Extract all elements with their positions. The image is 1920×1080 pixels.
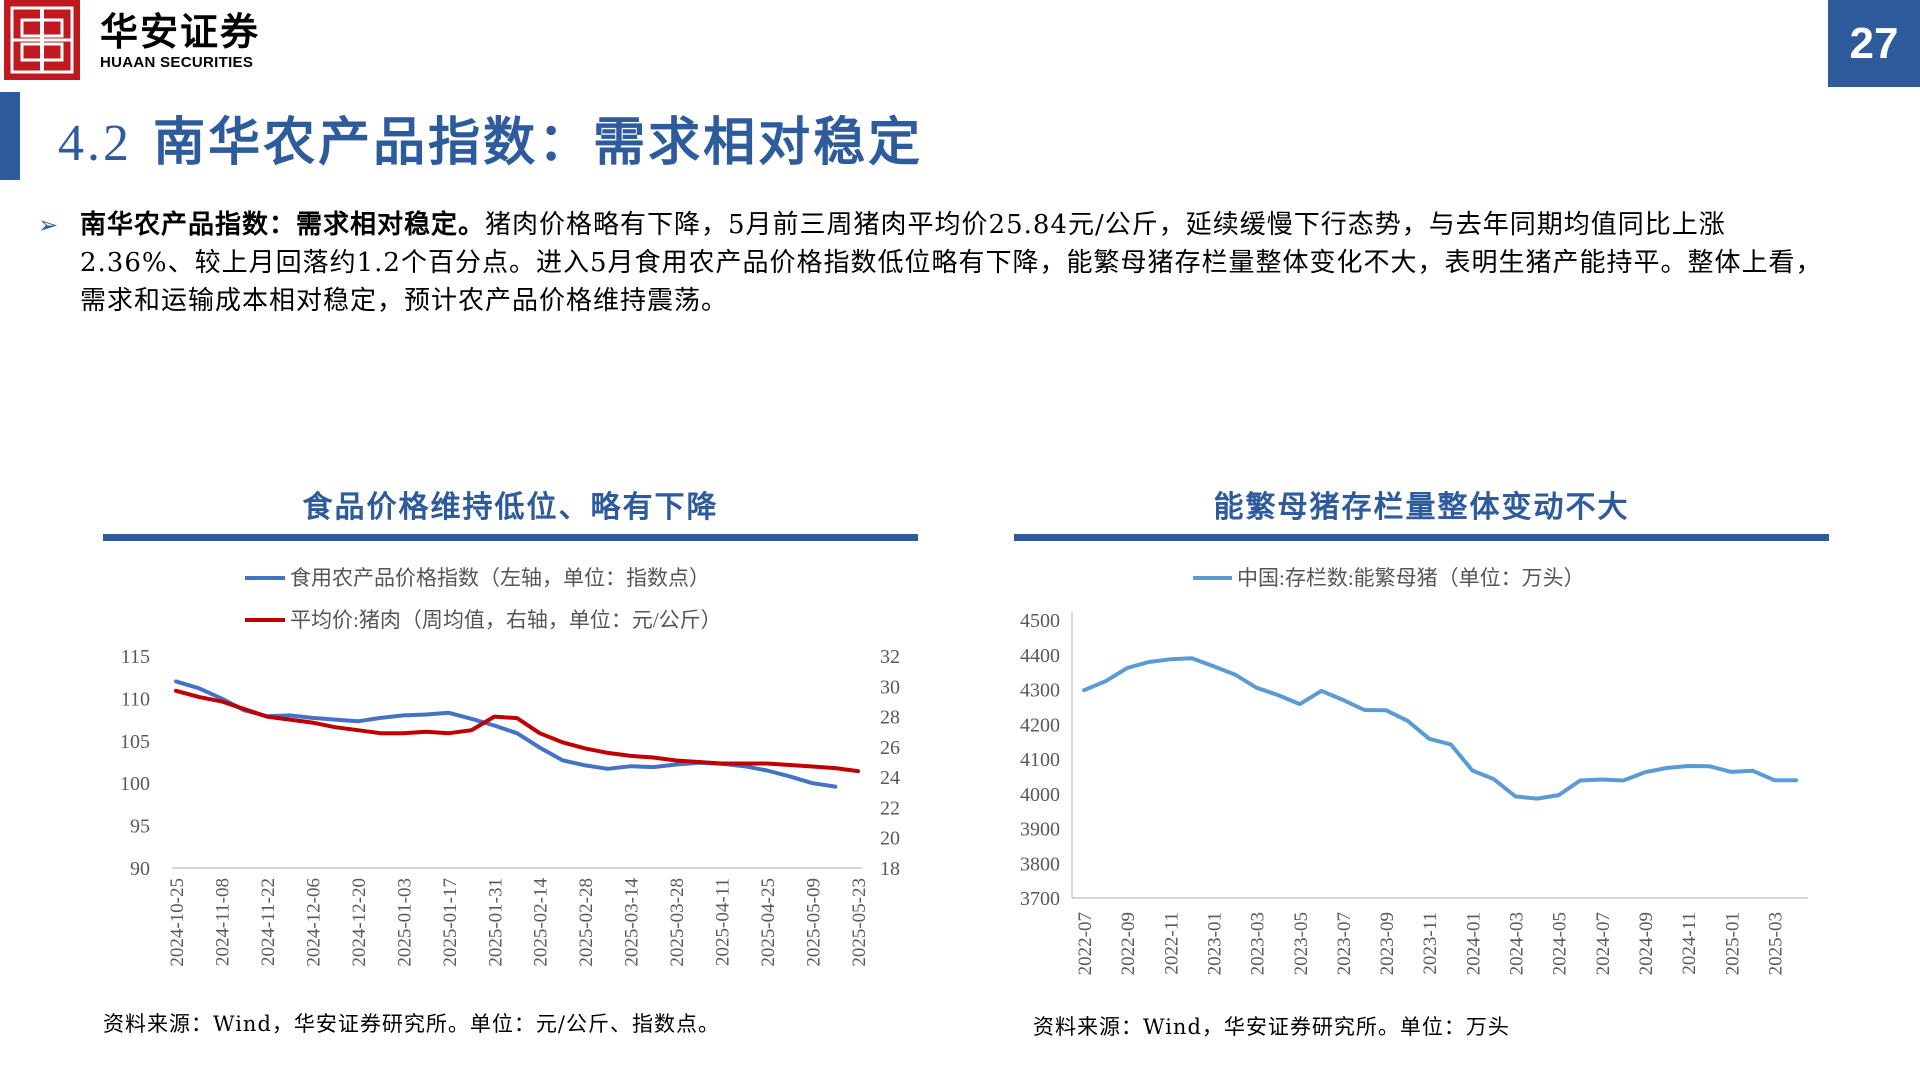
right-chart-rule bbox=[1014, 534, 1829, 541]
x-tick-label: 2024-12-06 bbox=[303, 878, 324, 967]
right-chart-source: 资料来源：Wind，华安证券研究所。单位：万头 bbox=[1033, 1015, 1510, 1039]
x-tick-label: 2024-11-22 bbox=[258, 878, 279, 966]
y-right-tick-label: 32 bbox=[880, 646, 900, 668]
y-right-tick-label: 30 bbox=[880, 676, 900, 698]
y-tick-label: 4500 bbox=[1020, 610, 1060, 632]
x-tick-label: 2025-01-03 bbox=[394, 878, 415, 967]
x-tick-label: 2023-11 bbox=[1420, 912, 1441, 975]
title-text: 南华农产品指数：需求相对稳定 bbox=[153, 112, 924, 173]
series-line-1 bbox=[174, 679, 838, 789]
y-right-tick-label: 18 bbox=[880, 858, 900, 880]
x-tick-label: 2024-03 bbox=[1507, 912, 1528, 975]
x-tick-label: 2025-04-25 bbox=[758, 878, 779, 967]
bullet-bold: 南华农产品指数：需求相对稳定。 bbox=[80, 210, 486, 240]
title-accent-bar bbox=[0, 92, 20, 180]
sow-inventory-chart: 中国:存栏数:能繁母猪（单位：万头） 3700 3800 3900 4000 4100 42… bbox=[1020, 566, 1808, 975]
bullet-body: 猪肉价格略有下降，5月前三周猪肉平均价25.84元/公斤，延续缓慢下行态势，与去… bbox=[80, 210, 1823, 316]
logo-emblem-icon bbox=[10, 6, 74, 74]
x-tick-label: 2025-03 bbox=[1765, 912, 1786, 975]
bullet-arrow-icon: ➢ bbox=[38, 211, 59, 239]
y-left-tick-label: 105 bbox=[120, 731, 150, 753]
x-tick-label: 2023-01 bbox=[1204, 912, 1225, 975]
company-logo: 华安证券 HUAAN SECURITIES bbox=[100, 9, 261, 72]
y-right-tick-label: 24 bbox=[880, 767, 900, 789]
y-left-tick-label: 95 bbox=[130, 816, 150, 838]
series-line-2 bbox=[174, 688, 860, 774]
x-tick-label: 2024-05 bbox=[1550, 912, 1571, 975]
x-tick-label: 2023-09 bbox=[1377, 912, 1398, 975]
y-left-tick-label: 90 bbox=[130, 858, 150, 880]
x-tick-label: 2025-05-23 bbox=[849, 878, 870, 967]
x-tick-label: 2025-01-17 bbox=[440, 878, 461, 967]
y-right-tick-label: 22 bbox=[880, 797, 900, 819]
legend-label-1: 中国:存栏数:能繁母猪（单位：万头） bbox=[1237, 566, 1585, 590]
y-tick-label: 4300 bbox=[1020, 680, 1060, 702]
logo-en-text: HUAAN SECURITIES bbox=[100, 54, 254, 71]
left-chart-source: 资料来源：Wind，华安证券研究所。单位：元/公斤、指数点。 bbox=[103, 1012, 720, 1036]
x-tick-label: 2025-03-28 bbox=[667, 878, 688, 967]
y-left-tick-label: 110 bbox=[121, 688, 150, 710]
title-number: 4.2 bbox=[58, 115, 132, 172]
x-tick-label: 2025-03-14 bbox=[622, 878, 643, 967]
page-number: 27 bbox=[1828, 0, 1920, 87]
y-left-tick-label: 115 bbox=[121, 646, 150, 668]
y-tick-label: 4400 bbox=[1020, 645, 1060, 667]
logo-cn-text: 华安证券 bbox=[100, 9, 261, 54]
page-title: 4.2 南华农产品指数：需求相对稳定 bbox=[58, 100, 923, 175]
x-tick-label: 2024-11-08 bbox=[212, 878, 233, 966]
x-tick-label: 2022-09 bbox=[1118, 912, 1139, 975]
y-tick-label: 4000 bbox=[1020, 784, 1060, 806]
y-tick-label: 3900 bbox=[1020, 819, 1060, 841]
bullet-text: 南华农产品指数：需求相对稳定。猪肉价格略有下降，5月前三周猪肉平均价25.84元… bbox=[80, 206, 1838, 320]
left-chart-rule bbox=[103, 534, 918, 541]
y-right-tick-label: 20 bbox=[880, 828, 900, 850]
series-line-1 bbox=[1082, 656, 1798, 801]
x-tick-label: 2024-01 bbox=[1463, 912, 1484, 975]
x-tick-label: 2025-02-28 bbox=[576, 878, 597, 967]
right-chart-heading: 能繁母猪存栏量整体变动不大 bbox=[1213, 490, 1630, 525]
y-left-tick-label: 100 bbox=[120, 773, 150, 795]
x-tick-label: 2025-02-14 bbox=[531, 878, 552, 967]
legend-label-2: 平均价:猪肉（周均值，右轴，单位：元/公斤） bbox=[290, 608, 722, 632]
x-tick-label: 2023-03 bbox=[1248, 912, 1269, 975]
x-tick-label: 2024-07 bbox=[1593, 912, 1614, 975]
x-tick-label: 2025-04-11 bbox=[713, 878, 734, 966]
x-tick-label: 2022-11 bbox=[1161, 912, 1182, 975]
x-tick-label: 2025-05-09 bbox=[804, 878, 825, 967]
y-tick-label: 4100 bbox=[1020, 749, 1060, 771]
legend-label-1: 食用农产品价格指数（左轴，单位：指数点） bbox=[290, 566, 710, 590]
y-tick-label: 4200 bbox=[1020, 714, 1060, 736]
logo-mark bbox=[4, 0, 80, 80]
summary-bullet: ➢ 南华农产品指数：需求相对稳定。猪肉价格略有下降，5月前三周猪肉平均价25.8… bbox=[38, 206, 1838, 320]
x-tick-label: 2023-07 bbox=[1334, 912, 1355, 975]
x-tick-label: 2024-10-25 bbox=[167, 878, 188, 967]
y-tick-label: 3800 bbox=[1020, 853, 1060, 875]
x-tick-label: 2025-01-31 bbox=[485, 878, 506, 967]
left-chart-heading: 食品价格维持低位、略有下降 bbox=[302, 490, 719, 525]
x-tick-label: 2024-12-20 bbox=[349, 878, 370, 967]
x-tick-label: 2024-11 bbox=[1679, 912, 1700, 975]
x-tick-label: 2022-07 bbox=[1075, 912, 1096, 975]
x-tick-label: 2025-01 bbox=[1722, 912, 1743, 975]
x-tick-label: 2024-09 bbox=[1636, 912, 1657, 975]
y-right-tick-label: 26 bbox=[880, 737, 900, 759]
x-tick-label: 2023-05 bbox=[1291, 912, 1312, 975]
y-tick-label: 3700 bbox=[1020, 888, 1060, 910]
food-price-chart: 食用农产品价格指数（左轴，单位：指数点） 平均价:猪肉（周均值，右轴，单位：元/公… bbox=[120, 566, 900, 967]
y-right-tick-label: 28 bbox=[880, 707, 900, 729]
